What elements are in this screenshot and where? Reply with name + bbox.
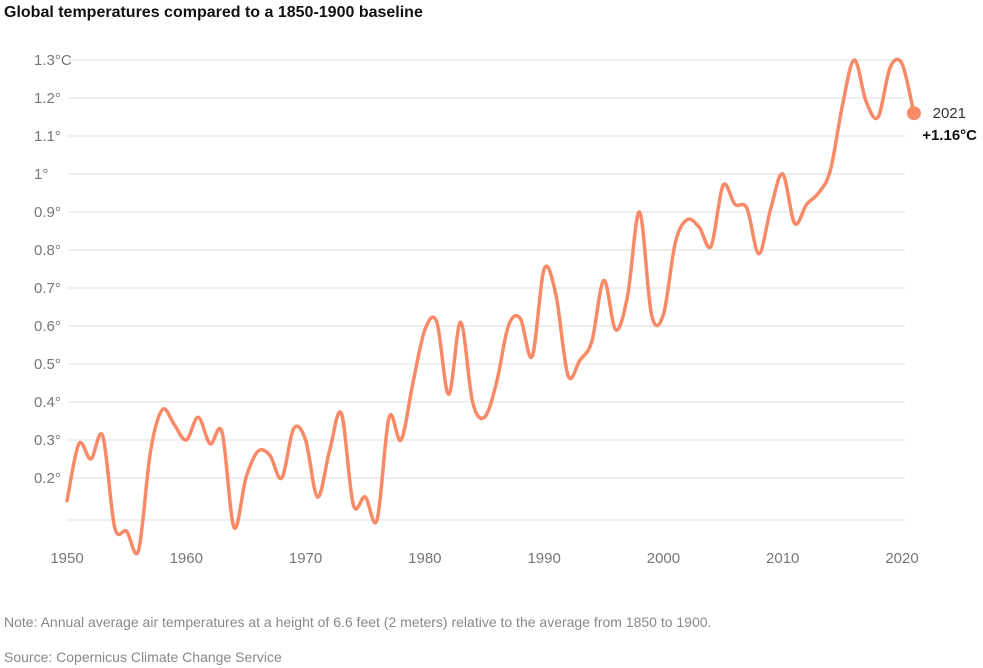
y-tick-label: 0.3° [34, 432, 61, 449]
y-tick-label: 0.9° [34, 204, 61, 221]
x-tick-label: 1960 [170, 550, 203, 567]
x-tick-label: 2020 [885, 550, 918, 567]
y-tick-label: 0.2° [34, 470, 61, 487]
latest-value-dot [906, 106, 921, 121]
x-tick-label: 1950 [50, 550, 83, 567]
chart-title: Global temperatures compared to a 1850-1… [4, 4, 423, 21]
x-tick-label: 1990 [527, 550, 560, 567]
latest-value-label: +1.16°C [922, 127, 977, 144]
y-tick-label: 0.4° [34, 394, 61, 411]
y-tick-label: 1.1° [34, 128, 61, 145]
x-axis-ticks: 1950 1960 1970 1980 1990 2000 2010 2020 [50, 550, 918, 567]
y-tick-label: 1.3°C [34, 52, 72, 69]
x-tick-label: 1970 [289, 550, 322, 567]
y-tick-label: 0.7° [34, 280, 61, 297]
y-tick-label: 1° [34, 166, 48, 183]
y-tick-label: 0.5° [34, 356, 61, 373]
x-tick-label: 1980 [408, 550, 441, 567]
x-tick-label: 2000 [647, 550, 680, 567]
gridlines [68, 59, 905, 521]
temperature-series-line [65, 57, 916, 556]
chart-note: Note: Annual average air temperatures at… [4, 614, 712, 630]
chart-source: Source: Copernicus Climate Change Servic… [4, 649, 282, 665]
y-tick-label: 1.2° [34, 90, 61, 107]
latest-year-label: 2021 [933, 105, 966, 122]
y-tick-label: 0.8° [34, 242, 61, 259]
x-tick-label: 2010 [766, 550, 799, 567]
y-tick-label: 0.6° [34, 318, 61, 335]
y-axis-ticks: 0.2° 0.3° 0.4° 0.5° 0.6° 0.7° 0.8° 0.9° 1° 1.1° 1.… [34, 52, 72, 487]
